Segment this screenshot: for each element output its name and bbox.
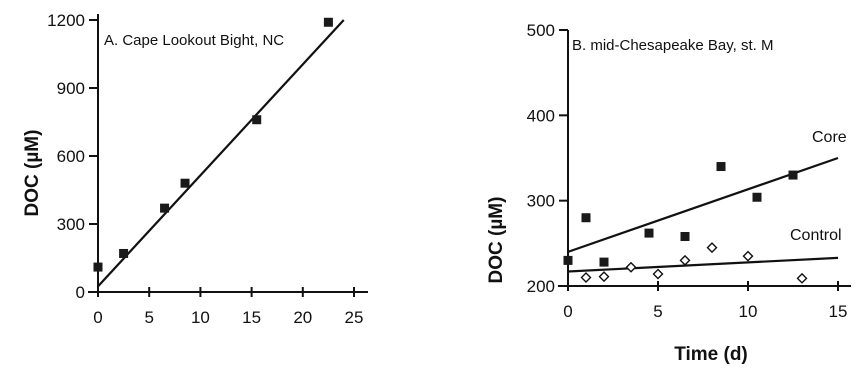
panel-a-y-tick-label: 1200 [47,11,85,30]
panel-b-series-core-point [752,192,762,202]
panel-b-series-control-point [598,271,610,283]
panel-b-series-core-point [716,162,726,172]
panel-b-series-control-point [796,272,808,284]
panel-b-series-core-point [581,213,591,223]
panel-a-series-0-point [119,248,129,258]
panel-a-fit-lines [97,19,345,288]
panel-b-x-axis-title: Time (d) [674,344,748,365]
panel-b-series-control-point [652,268,664,280]
panel-b-series-core-point [599,257,609,267]
panel-a-series-0-point [252,115,262,125]
panel-b-y-tick-label: 400 [527,106,555,125]
panel-b-series-control-point [742,250,754,262]
panel-b-ticks: 0 5 10 15 200 300 400 500 [527,21,848,321]
panel-a-axes [88,14,368,293]
panel-b-series-core-point [788,170,798,180]
panel-b-y-axis-title: DOC (µM) [486,197,507,284]
panel-a-series-0-point [323,17,333,27]
panel-b-series-core-point [680,232,690,242]
panel-b-series-core-point [644,228,654,238]
panel-b-axes [558,30,851,287]
series-label-core: Core [812,129,847,146]
panel-b-x-tick-label: 0 [563,302,572,321]
panel-a-series-0-point [180,178,190,188]
panel-a-y-axis-title: DOC (µM) [22,130,43,217]
panel-b-title: B. mid-Chesapeake Bay, st. M [572,37,773,54]
panel-a-y-tick-label: 900 [57,79,85,98]
panel-b-series-control-fit-line [567,256,839,273]
panel-a-x-tick-label: 20 [293,308,312,327]
panel-b-series-control-point [706,242,718,254]
panel-b-series-control-point [625,261,637,273]
panel-a-ticks: 0 5 10 15 20 25 0 300 600 900 1200 [47,11,363,327]
panel-a-series-0-point [93,262,103,272]
panel-b-x-tick-label: 10 [739,302,758,321]
panel-a-data-points [93,17,333,272]
panel-a-series-0-fit-line [97,19,345,288]
panel-a-x-tick-label: 15 [242,308,261,327]
panel-a-title: A. Cape Lookout Bight, NC [104,32,284,49]
panel-b-x-tick-label: 5 [653,302,662,321]
panel-b-series-control-point [679,254,691,266]
panel-b-mid-chesapeake-bay: 0 5 10 15 200 300 400 500 B. mid-Chesapeake Bay… [486,21,851,365]
panel-a-cape-lookout-bight: 0 5 10 15 20 25 0 300 600 900 1200 A. Cape Lookout… [22,11,368,327]
panel-a-x-tick-label: 0 [93,308,102,327]
panel-b-x-tick-label: 15 [829,302,848,321]
panel-a-y-tick-label: 0 [76,283,85,302]
panel-b-y-tick-label: 300 [527,192,555,211]
panel-a-series-0-point [160,203,170,213]
panel-a-x-tick-label: 25 [345,308,364,327]
panel-b-y-tick-label: 200 [527,277,555,296]
panel-b-series-control-point [580,271,592,283]
panel-a-y-tick-label: 300 [57,215,85,234]
panel-b-data-points [563,162,808,284]
panel-a-x-tick-label: 10 [191,308,210,327]
panel-b-y-tick-label: 500 [527,21,555,40]
panel-b-series-core-point [563,255,573,265]
panel-a-y-tick-label: 600 [57,147,85,166]
panel-a-x-tick-label: 5 [144,308,153,327]
series-label-control: Control [790,227,842,244]
